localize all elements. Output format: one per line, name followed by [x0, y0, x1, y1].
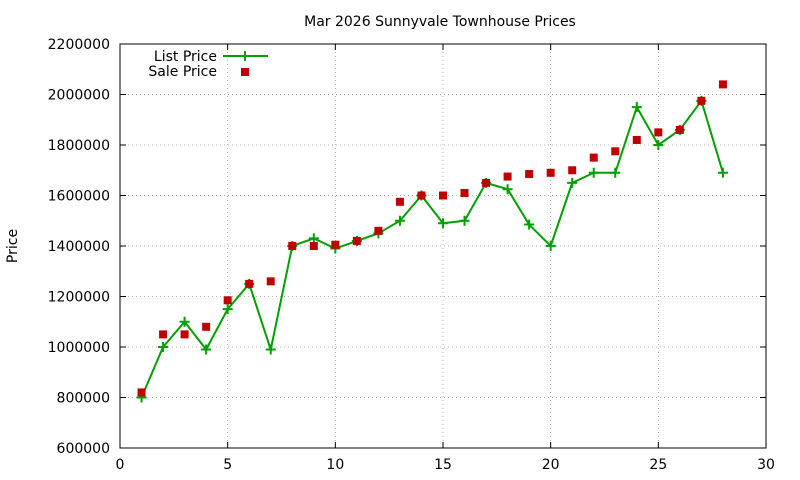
y-tick-label: 1800000 [48, 138, 110, 154]
list-price-point [717, 167, 728, 178]
list-price-point [524, 219, 535, 230]
sale-price-point [439, 191, 447, 200]
x-tick-label: 5 [223, 457, 232, 473]
sale-price-point [395, 197, 404, 206]
x-tick-label: 30 [757, 457, 775, 473]
x-tick-label: 0 [116, 457, 125, 473]
legend-label-sale-price: Sale Price [148, 64, 217, 80]
sale-price-point [374, 226, 383, 235]
sale-price-point [180, 330, 189, 339]
sale-price-point [589, 153, 598, 162]
sale-price-point [525, 170, 534, 179]
list-price-point [394, 215, 405, 226]
list-price-point [201, 344, 212, 355]
sale-price-point [611, 147, 620, 156]
y-tick-label: 1400000 [48, 239, 110, 255]
y-tick-label: 800000 [57, 391, 110, 407]
list-price-point [179, 316, 190, 327]
x-tick-label: 20 [542, 457, 560, 473]
list-price-line [140, 99, 724, 398]
list-price-point [308, 233, 319, 244]
list-price-point [567, 177, 578, 188]
series-layer [136, 80, 728, 403]
sale-price-point [568, 166, 577, 175]
legend-square-marker [241, 68, 249, 76]
list-price-point [588, 167, 599, 178]
legend-plus-marker [240, 51, 250, 61]
y-tick-label: 1600000 [48, 189, 110, 205]
list-price-point [653, 140, 664, 150]
x-tick-label: 10 [326, 457, 344, 473]
sale-price-point [460, 188, 469, 197]
legend: List Price Sale Price [148, 49, 268, 80]
sale-price-point [697, 96, 706, 105]
list-price-point [545, 241, 556, 251]
y-tick-label: 1000000 [48, 340, 110, 356]
sale-price-point [309, 242, 318, 250]
y-tick-labels: 600000 800000 1000000 1200000 1400000 1600000… [48, 37, 110, 457]
sale-price-point [417, 191, 426, 200]
y-tick-label: 600000 [57, 441, 110, 457]
sale-price-point [331, 240, 340, 249]
sale-price-point [675, 125, 684, 134]
x-tick-label: 15 [434, 457, 452, 473]
axis-ticks [119, 43, 767, 449]
list-price-point [158, 342, 169, 352]
list-price-point [631, 102, 642, 113]
sale-price-point [546, 168, 555, 177]
sale-price-point [654, 128, 663, 137]
sale-price-point [266, 277, 275, 286]
sale-price-point [288, 242, 297, 250]
sale-price-point [137, 388, 146, 397]
x-tick-labels: 0 5 10 15 20 25 30 [116, 457, 775, 473]
y-tick-label: 2200000 [48, 37, 110, 53]
sale-price-point [482, 178, 491, 187]
y-tick-label: 1200000 [48, 290, 110, 306]
y-tick-label: 2000000 [48, 88, 110, 104]
sale-price-point [352, 236, 361, 245]
sale-price-point [503, 172, 512, 181]
sale-price-point [632, 135, 641, 144]
y-axis-label: Price [5, 229, 21, 263]
x-tick-label: 25 [649, 457, 667, 473]
legend-label-list-price: List Price [154, 49, 217, 65]
chart-title: Mar 2026 Sunnyvale Townhouse Prices [304, 14, 576, 30]
grid-lines [120, 44, 766, 448]
list-price-point [438, 218, 448, 229]
sale-price-point [245, 279, 254, 288]
list-price-point [459, 215, 470, 226]
series-sale-price [137, 80, 727, 397]
list-price-point [502, 184, 513, 195]
list-price-point [265, 344, 276, 355]
sale-price-point [159, 330, 168, 339]
sale-price-point [202, 322, 211, 331]
legend-marker-list-price [223, 51, 268, 61]
list-price-point [610, 167, 621, 178]
sale-price-point [718, 80, 727, 89]
legend-marker-sale-price [241, 68, 249, 76]
sale-price-point [223, 296, 232, 305]
list-price-point [222, 304, 233, 315]
